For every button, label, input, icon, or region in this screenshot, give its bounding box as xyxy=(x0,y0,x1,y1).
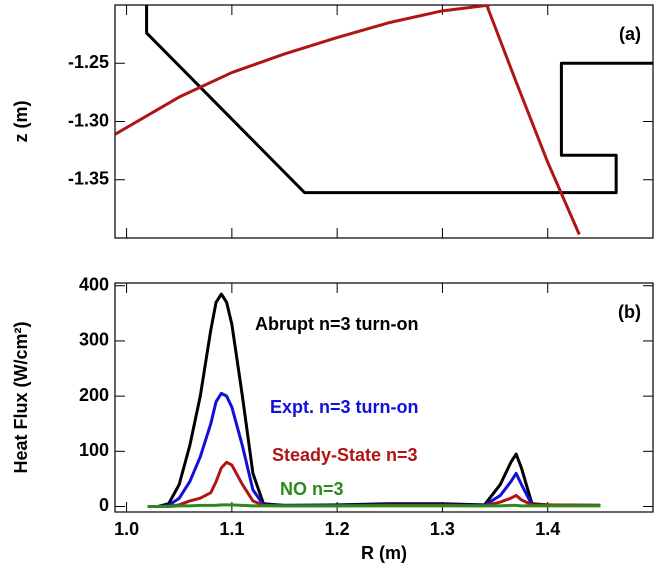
legend-label: Abrupt n=3 turn-on xyxy=(255,314,418,334)
y-tick-label: 200 xyxy=(79,385,109,405)
legend-label: Expt. n=3 turn-on xyxy=(270,397,419,417)
legend-label: NO n=3 xyxy=(280,479,344,499)
x-axis-label: R (m) xyxy=(361,543,407,563)
plot-frame xyxy=(114,282,654,513)
legend-label: Steady-State n=3 xyxy=(272,445,418,465)
y-tick-label: 0 xyxy=(99,495,109,515)
y-tick-label: 100 xyxy=(79,440,109,460)
series-line xyxy=(147,503,601,508)
series-line xyxy=(147,460,601,508)
series-line xyxy=(115,5,490,136)
series-line xyxy=(147,391,601,508)
y-tick-label: 400 xyxy=(79,275,109,295)
y-tick-label: -1.25 xyxy=(68,52,109,72)
series-line xyxy=(485,5,581,236)
x-tick-label: 1.4 xyxy=(535,519,560,539)
y-axis-label: z (m) xyxy=(11,101,31,143)
plot-frame xyxy=(114,4,654,239)
panel-label: (a) xyxy=(619,24,641,44)
y-axis-label: Heat Flux (W/cm²) xyxy=(11,321,31,473)
y-tick-label: 300 xyxy=(79,330,109,350)
y-tick-label: -1.35 xyxy=(68,169,109,189)
series-line xyxy=(145,5,653,195)
series-line xyxy=(147,292,601,508)
x-tick-label: 1.2 xyxy=(325,519,350,539)
x-tick-label: 1.0 xyxy=(114,519,139,539)
x-tick-label: 1.1 xyxy=(219,519,244,539)
panel-label: (b) xyxy=(618,302,641,322)
y-tick-label: -1.30 xyxy=(68,110,109,130)
x-tick-label: 1.3 xyxy=(430,519,455,539)
